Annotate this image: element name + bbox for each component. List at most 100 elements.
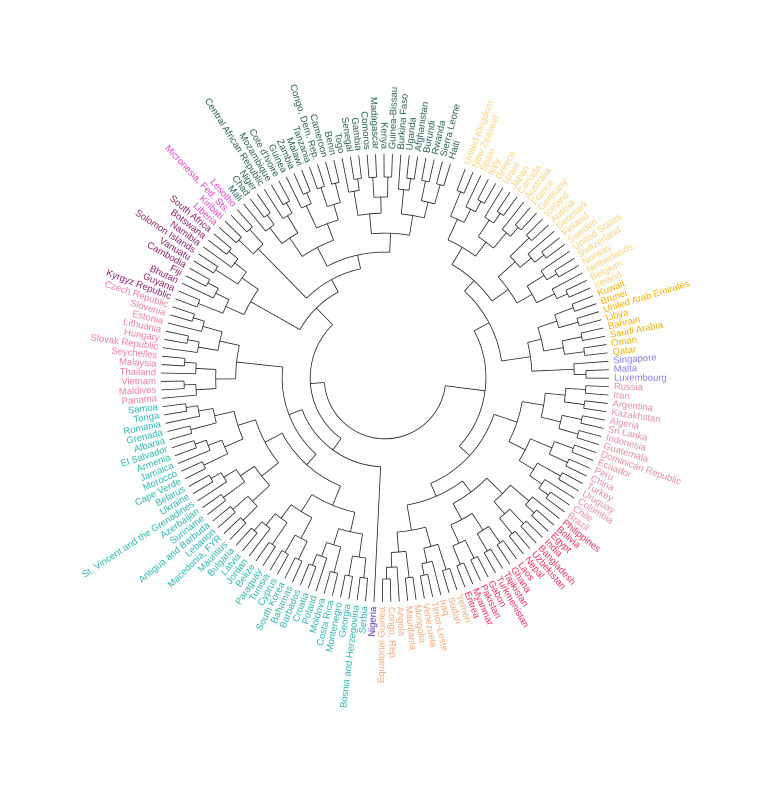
branch-arc <box>309 324 342 439</box>
branch-line <box>421 181 426 201</box>
branch-line <box>253 521 263 531</box>
branch-line <box>250 301 301 330</box>
branch-line <box>578 430 602 437</box>
branch-line <box>406 504 412 531</box>
branch-line <box>162 355 185 359</box>
branch-line <box>558 428 579 435</box>
branch-line <box>167 425 190 432</box>
branch-line <box>325 161 333 185</box>
branch-line <box>529 475 543 485</box>
branch-line <box>266 214 275 225</box>
leaf-label: Benin <box>322 130 338 156</box>
branch-line <box>286 202 293 214</box>
branch-line <box>348 555 353 576</box>
branch-line <box>545 392 566 396</box>
branch-line <box>508 535 524 555</box>
branch-line <box>193 260 214 274</box>
branch-line <box>531 368 575 372</box>
branch-line <box>243 203 266 232</box>
branch-line <box>300 494 313 512</box>
branch-line <box>522 401 544 406</box>
branches <box>161 154 610 602</box>
branch-line <box>174 447 197 457</box>
leaf-label: Thailand <box>119 367 156 379</box>
branch-line <box>442 570 450 593</box>
branch-line <box>202 325 223 333</box>
branch-line <box>300 517 313 539</box>
branch-line <box>537 462 561 477</box>
branch-line <box>527 230 555 255</box>
branch-line <box>310 382 325 384</box>
branch-line <box>541 237 560 253</box>
branch-line <box>551 272 583 290</box>
branch-line <box>580 422 604 429</box>
branch-line <box>357 255 361 269</box>
leaf-label: Seychelles <box>111 346 158 361</box>
branch-line <box>571 295 594 305</box>
branch-line <box>252 485 270 502</box>
branch-line <box>248 528 271 557</box>
branch-line <box>161 388 185 391</box>
branch-line <box>225 306 245 315</box>
branch-line <box>195 439 207 445</box>
branch-line <box>531 224 549 241</box>
branch-line <box>363 557 367 578</box>
branch-line <box>573 360 609 365</box>
leaf-label: Comoros <box>358 111 372 151</box>
branch-line <box>412 577 417 600</box>
leaf-label: Tonga <box>133 410 161 425</box>
branch-line <box>287 215 299 234</box>
branch-line <box>519 257 532 268</box>
branch-line <box>451 247 463 265</box>
branch-line <box>508 441 526 451</box>
branch-line <box>464 540 475 559</box>
branch-line <box>536 293 555 304</box>
branch-line <box>540 250 570 272</box>
leaf-label: Kenya <box>378 122 389 150</box>
branch-line <box>425 527 432 547</box>
branch-line <box>263 189 284 219</box>
branch-line <box>181 461 203 472</box>
branch-line <box>184 468 206 480</box>
leaf-label: Panama <box>121 393 158 407</box>
branch-line <box>456 168 466 191</box>
branch-line <box>207 500 226 515</box>
branch-line <box>238 239 254 255</box>
branch-line <box>554 441 574 449</box>
branch-line <box>357 178 360 191</box>
leaf-label: Serbia <box>357 605 370 634</box>
branch-line <box>565 465 587 477</box>
branch-line <box>218 227 237 244</box>
branch-line <box>450 524 460 544</box>
branch-line <box>502 540 518 560</box>
branch-line <box>161 394 197 399</box>
branch-line <box>269 227 283 244</box>
branch-line <box>541 416 561 423</box>
branch-line <box>459 445 470 456</box>
branch-line <box>210 472 222 479</box>
branch-line <box>172 306 195 315</box>
branch-line <box>299 563 310 586</box>
branch-line <box>583 344 607 349</box>
leaf-label: Haiti <box>447 139 463 160</box>
branch-line <box>331 573 339 596</box>
branch-line <box>193 317 205 322</box>
branch-line <box>562 472 583 484</box>
leaf-label: Malta <box>614 363 638 375</box>
leaf-label: Mauritania <box>403 605 419 651</box>
branch-line <box>428 159 435 182</box>
branch-line <box>333 528 340 545</box>
branch-line <box>391 154 393 178</box>
branch-line <box>546 273 558 281</box>
branch-line <box>217 511 236 528</box>
branch-line <box>550 491 570 506</box>
branch-line <box>203 246 232 268</box>
branch-line <box>499 517 513 534</box>
branch-line <box>510 227 519 237</box>
branch-line <box>545 497 565 513</box>
branch-line <box>520 525 537 544</box>
branch-line <box>484 187 504 218</box>
branch-line <box>185 275 207 287</box>
branch-line <box>224 438 244 448</box>
branch-line <box>476 533 488 552</box>
